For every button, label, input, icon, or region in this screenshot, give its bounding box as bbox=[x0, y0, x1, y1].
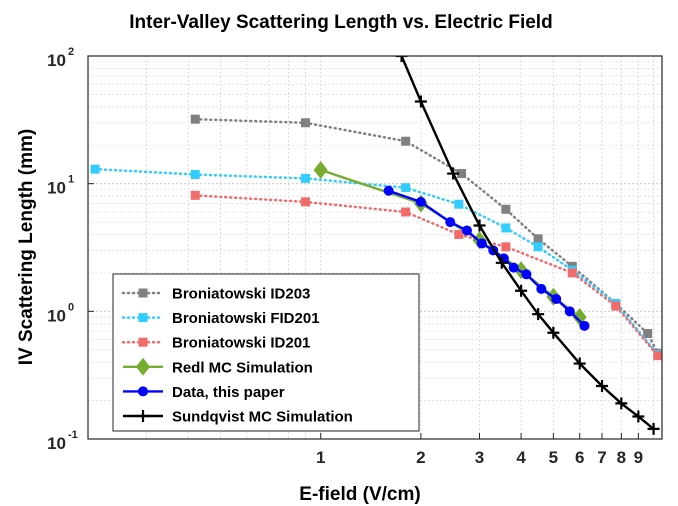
x-tick-label: 3 bbox=[475, 448, 484, 467]
legend-label: Redl MC Simulation bbox=[172, 359, 313, 376]
legend: Broniatowski ID203 Broniatowski FID201 Bro… bbox=[112, 273, 420, 432]
x-tick-label: 1 bbox=[316, 448, 325, 467]
data-point bbox=[495, 256, 508, 269]
data-point bbox=[300, 173, 310, 183]
data-point bbox=[551, 293, 562, 304]
data-point bbox=[300, 197, 310, 207]
plot-frame bbox=[87, 55, 663, 440]
data-point bbox=[454, 229, 464, 239]
data-point bbox=[547, 326, 560, 339]
data-point bbox=[567, 268, 577, 278]
legend-label: Broniatowski ID201 bbox=[172, 335, 310, 352]
legend-label: Sundqvist MC Simulation bbox=[172, 409, 353, 426]
data-point bbox=[190, 190, 200, 200]
data-point bbox=[445, 217, 456, 228]
x-tick-label: 6 bbox=[575, 448, 584, 467]
data-point bbox=[454, 199, 464, 209]
data-point bbox=[137, 410, 149, 422]
data-point bbox=[138, 288, 148, 298]
x-tick-label: 4 bbox=[516, 448, 526, 467]
y-tick-exponent: -1 bbox=[68, 429, 78, 441]
data-point bbox=[461, 225, 472, 236]
data-point bbox=[300, 118, 310, 128]
series-layer bbox=[90, 56, 662, 435]
data-point bbox=[447, 167, 460, 180]
legend-label: Broniatowski ID203 bbox=[172, 286, 310, 303]
legend-label: Data, this paper bbox=[172, 384, 285, 401]
data-point bbox=[643, 329, 653, 339]
data-point bbox=[457, 169, 467, 179]
data-point bbox=[401, 207, 411, 217]
series-broniatowski-id201 bbox=[190, 190, 662, 361]
data-point bbox=[611, 301, 621, 311]
data-point bbox=[647, 422, 660, 435]
chart-title: Inter-Valley Scattering Length vs. Elect… bbox=[129, 12, 552, 33]
y-axis-label: IV Scattering Length (mm) bbox=[16, 129, 37, 365]
data-point bbox=[190, 169, 200, 179]
data-point bbox=[136, 357, 150, 376]
data-point bbox=[615, 397, 628, 410]
x-tick-label: 7 bbox=[597, 448, 606, 467]
data-point bbox=[653, 351, 662, 361]
y-tick-label: 10 bbox=[47, 51, 66, 70]
data-point bbox=[415, 196, 426, 207]
series-sundqvist-mc-simulation bbox=[395, 56, 660, 435]
data-point bbox=[313, 160, 328, 179]
data-point bbox=[414, 95, 427, 108]
x-tick-label: 2 bbox=[416, 448, 425, 467]
data-point bbox=[476, 238, 487, 249]
data-point bbox=[533, 234, 543, 244]
data-point bbox=[90, 164, 100, 174]
y-tick-exponent: 0 bbox=[68, 301, 74, 313]
legend-label: Broniatowski FID201 bbox=[172, 310, 320, 327]
y-tick-exponent: 1 bbox=[68, 174, 74, 186]
data-point bbox=[533, 242, 543, 252]
y-tick-exponent: 2 bbox=[68, 46, 74, 58]
data-point bbox=[573, 357, 586, 370]
data-point bbox=[401, 136, 411, 146]
data-point bbox=[564, 306, 575, 317]
x-axis-label: E-field (V/cm) bbox=[299, 484, 420, 505]
data-point bbox=[515, 284, 528, 297]
series-line bbox=[194, 194, 660, 357]
series-line bbox=[194, 117, 660, 355]
data-point bbox=[596, 380, 609, 393]
data-point bbox=[501, 204, 511, 214]
data-point bbox=[632, 410, 645, 423]
data-point bbox=[536, 283, 547, 294]
data-point bbox=[501, 223, 511, 233]
x-tick-label: 9 bbox=[634, 448, 643, 467]
legend-box bbox=[112, 273, 420, 432]
y-tick-label: 10 bbox=[47, 306, 66, 325]
data-point bbox=[473, 219, 486, 232]
data-point bbox=[383, 185, 394, 196]
x-tick-label: 8 bbox=[617, 448, 626, 467]
y-tick-label: 10 bbox=[47, 434, 66, 453]
data-point bbox=[190, 114, 200, 124]
data-point bbox=[508, 262, 519, 273]
series-line bbox=[93, 167, 660, 356]
data-point bbox=[401, 183, 411, 193]
x-tick-label: 5 bbox=[549, 448, 558, 467]
data-point bbox=[579, 320, 590, 331]
y-tick-label: 10 bbox=[47, 179, 66, 198]
data-point bbox=[532, 308, 545, 321]
data-point bbox=[395, 56, 408, 62]
data-point bbox=[138, 386, 148, 397]
data-point bbox=[138, 337, 148, 347]
data-point bbox=[138, 313, 148, 323]
data-point bbox=[501, 242, 511, 252]
data-point bbox=[521, 269, 532, 280]
